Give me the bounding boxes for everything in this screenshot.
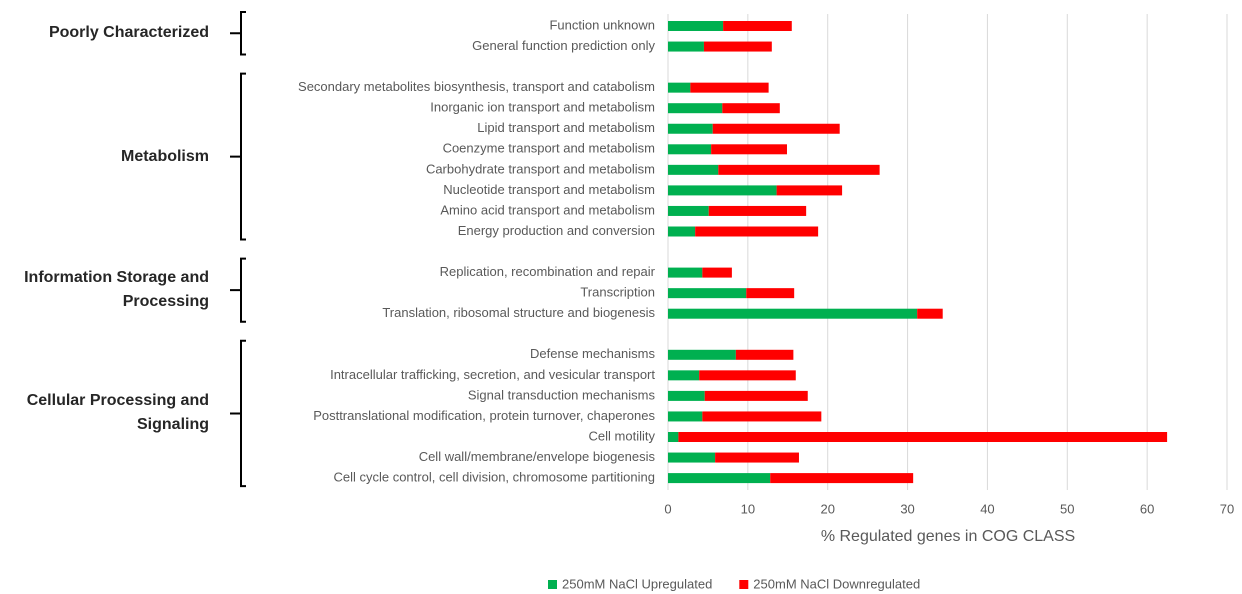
bar-segment <box>668 349 736 360</box>
bar-segment <box>668 123 713 134</box>
bar-segment <box>718 164 880 175</box>
group-bracket <box>230 257 246 323</box>
y-tick-label: Replication, recombination and repair <box>440 264 656 279</box>
bar-segment <box>776 185 843 196</box>
bar-segment <box>690 82 769 93</box>
bar-segment <box>702 267 732 278</box>
legend-label: 250mM NaCl Upregulated <box>562 576 712 591</box>
bar-segment <box>703 41 772 52</box>
bar-segment <box>702 411 822 422</box>
bar-segment <box>708 205 807 216</box>
x-tick-label: 30 <box>900 501 914 516</box>
x-tick-label: 40 <box>980 501 994 516</box>
y-tick-label: Amino acid transport and metabolism <box>440 202 655 217</box>
y-tick-label: Energy production and conversion <box>458 223 655 238</box>
y-tick-label: Signal transduction mechanisms <box>468 387 656 402</box>
group-bracket <box>230 339 246 488</box>
y-tick-label: Defense mechanisms <box>530 346 655 361</box>
y-tick-label: Coenzyme transport and metabolism <box>443 141 655 156</box>
y-tick-label: Transcription <box>580 285 655 300</box>
group-label: Information Storage and Processing <box>24 269 209 311</box>
y-tick-label: Nucleotide transport and metabolism <box>443 182 655 197</box>
bar-segment <box>668 288 747 299</box>
legend-swatch <box>548 580 557 589</box>
y-tick-label: Inorganic ion transport and metabolism <box>430 100 655 115</box>
bar-segment <box>668 41 704 52</box>
y-tick-label: Secondary metabolites biosynthesis, tran… <box>298 79 655 94</box>
bar-segment <box>668 21 724 31</box>
x-tick-label: 0 <box>664 501 671 516</box>
y-tick-label: Lipid transport and metabolism <box>477 120 655 135</box>
y-tick-label: Carbohydrate transport and metabolism <box>426 161 655 176</box>
y-tick-label: Cell motility <box>589 428 656 443</box>
y-tick-label: Intracellular trafficking, secretion, an… <box>330 367 655 382</box>
bar-segment <box>735 349 794 360</box>
bar-segment <box>695 226 819 237</box>
x-tick-label: 70 <box>1220 501 1234 516</box>
bar-segment <box>723 21 792 31</box>
x-axis-title: % Regulated genes in COG CLASS <box>821 528 1075 545</box>
x-tick-label: 10 <box>741 501 755 516</box>
bar-segment <box>917 308 943 319</box>
legend-swatch <box>739 580 749 589</box>
bar-segment <box>668 205 709 216</box>
bar-segment <box>668 432 679 442</box>
bar-segment <box>668 103 723 114</box>
x-tick-label: 60 <box>1140 501 1154 516</box>
bar-segment <box>668 82 691 93</box>
bar-segment <box>770 473 914 484</box>
bar-segment <box>668 185 777 196</box>
bar-segment <box>668 411 703 422</box>
bar-segment <box>668 308 918 319</box>
group-bracket <box>230 72 246 241</box>
bar-segment <box>712 123 840 134</box>
bar-segment <box>668 267 703 278</box>
bar-segment <box>668 390 705 401</box>
y-tick-label: Translation, ribosomal structure and bio… <box>382 305 655 320</box>
x-tick-label: 50 <box>1060 501 1074 516</box>
bar-segment <box>711 144 787 155</box>
group-label: Metabolism <box>120 147 209 165</box>
bar-segment <box>704 390 808 401</box>
y-tick-label: Function unknown <box>549 17 655 32</box>
x-tick-label: 20 <box>820 501 834 516</box>
group-label: Cellular Processing and Signaling <box>26 392 209 434</box>
bar-segment <box>668 164 719 175</box>
bar-segment <box>668 452 716 463</box>
bar-segment <box>668 473 771 484</box>
bar-segment <box>722 103 780 114</box>
bar-segment <box>746 288 795 299</box>
bar-segment <box>699 370 796 381</box>
y-tick-label: Cell cycle control, cell division, chrom… <box>333 470 655 485</box>
bar-segment <box>668 370 700 381</box>
bar-segment <box>715 452 799 463</box>
y-tick-label: Posttranslational modification, protein … <box>313 408 655 423</box>
legend-label: 250mM NaCl Downregulated <box>753 576 920 591</box>
group-bracket <box>230 11 246 56</box>
y-tick-label: General function prediction only <box>472 38 655 53</box>
group-label: Poorly Characterized <box>48 24 209 42</box>
bar-segment <box>668 144 712 155</box>
y-tick-label: Cell wall/membrane/envelope biogenesis <box>419 449 656 464</box>
bar-segment <box>678 432 1168 442</box>
bar-segment <box>668 226 696 237</box>
